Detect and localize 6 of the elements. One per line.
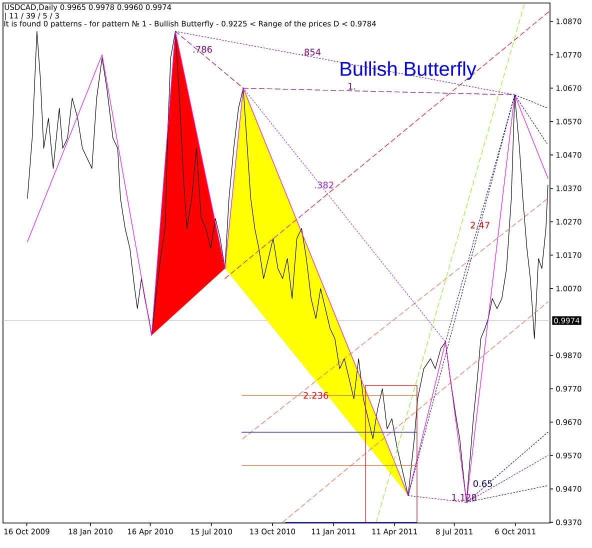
series-label: .382 — [315, 182, 334, 188]
series-label: 1. — [348, 83, 356, 90]
annotation: 2.47 — [470, 222, 490, 228]
series-label: 0.65 — [473, 480, 492, 487]
series-label: .786 — [193, 46, 212, 53]
series-label: .854 — [302, 48, 321, 56]
